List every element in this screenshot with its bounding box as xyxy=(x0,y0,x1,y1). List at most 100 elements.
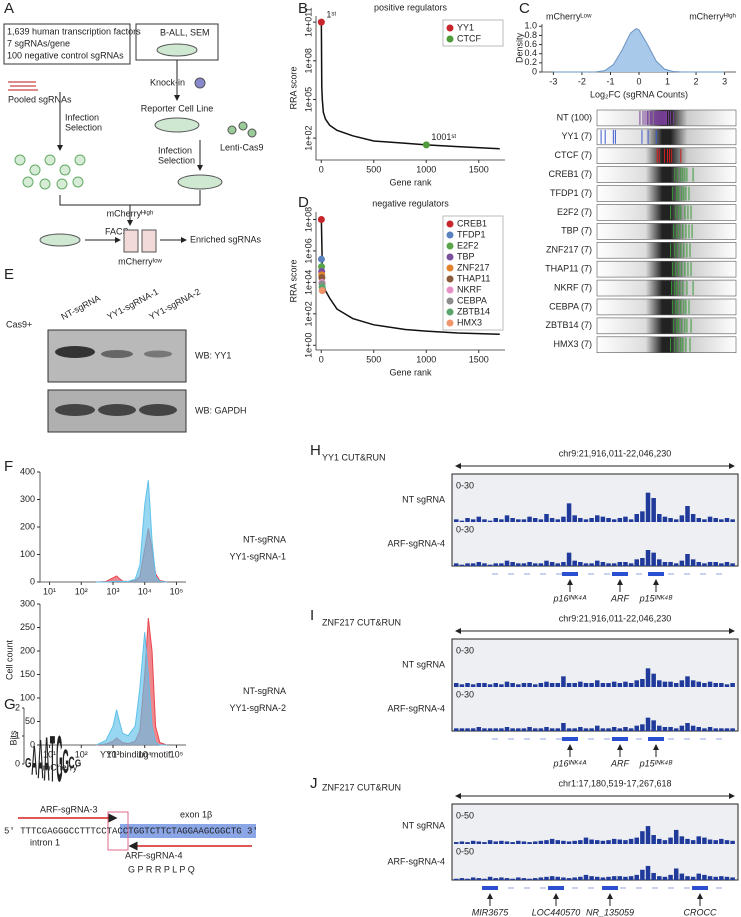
panel-label: J xyxy=(310,775,318,792)
signal-bar xyxy=(589,839,594,844)
signal-bar xyxy=(634,725,639,731)
signal-bar xyxy=(572,728,577,731)
x-tick-label: 10² xyxy=(75,749,88,759)
strip xyxy=(596,298,737,316)
x-axis-label: mCherry xyxy=(43,762,78,772)
signal-bar xyxy=(454,842,459,844)
signal-bar xyxy=(476,683,482,687)
signal-bar xyxy=(645,550,651,566)
legend-swatch xyxy=(446,275,454,283)
band xyxy=(55,346,95,358)
signal-bar xyxy=(606,683,611,687)
gene-block xyxy=(482,886,498,890)
motif-title: YY1 binding motif xyxy=(100,749,171,759)
motif-y-label: Bits xyxy=(8,730,18,746)
signal-bar xyxy=(690,840,696,844)
signal-bar xyxy=(719,683,724,687)
signal-bar xyxy=(549,838,555,844)
signal-bar xyxy=(662,840,668,844)
signal-bar xyxy=(662,516,668,522)
signal-bar xyxy=(544,876,549,880)
y-tick-label: 0.2 xyxy=(524,57,537,67)
logo-letter: A xyxy=(31,739,37,785)
signal-bar xyxy=(521,878,527,880)
signal-bar xyxy=(527,516,532,522)
signal-bar xyxy=(499,563,504,566)
signal-bar xyxy=(476,727,482,731)
signal-bar xyxy=(493,728,498,731)
track-title: YY1 CUT&RUN xyxy=(322,452,386,462)
signal-bar xyxy=(459,728,465,731)
y-tick-label: 0.6 xyxy=(524,39,537,49)
strip-label: NKRF (7) xyxy=(554,282,592,292)
signal-bar xyxy=(516,877,521,880)
area xyxy=(96,528,167,583)
signal-bar xyxy=(617,562,623,566)
signal-bar xyxy=(657,680,662,687)
gene-label: ARF xyxy=(610,758,630,768)
legend-label: THAP11 xyxy=(457,273,490,283)
panel-label: B xyxy=(298,0,308,17)
signal-bar xyxy=(617,683,623,687)
signal-bar xyxy=(532,841,538,844)
signal-bar xyxy=(645,717,651,731)
lane-label: NT-sgRNA xyxy=(59,293,102,322)
signal-bar xyxy=(685,554,690,566)
strip xyxy=(596,279,737,297)
signal-bar xyxy=(713,876,718,880)
sgrna-icon xyxy=(8,81,38,91)
signal-bar xyxy=(549,728,555,731)
gene-label: p15ᴵᴺᴷ⁴ᴮ xyxy=(639,758,674,768)
y-axis-label: RRA score xyxy=(288,66,298,109)
signal-bar xyxy=(561,723,566,731)
signal-bar xyxy=(673,519,679,522)
y-tick-label: 1e+08 xyxy=(303,48,313,73)
gene-block xyxy=(548,886,564,890)
x-axis-label: Gene rank xyxy=(389,177,432,187)
x-tick-label: -3 xyxy=(549,76,557,86)
reporter-text: Reporter Cell Line xyxy=(141,103,214,113)
signal-bar xyxy=(465,518,470,522)
panel-label: E xyxy=(4,266,14,283)
sequence: 5' TTTCGAGGGCCTTTCCTACCTGGTCTTCTAGGAAGCG… xyxy=(4,826,258,836)
signal-bar xyxy=(640,679,645,687)
signal-bar xyxy=(702,683,707,687)
signal-bar xyxy=(730,877,735,880)
signal-bar xyxy=(454,683,459,687)
signal-bar xyxy=(504,560,510,566)
x-tick-label: 10² xyxy=(75,586,88,596)
signal-bar xyxy=(516,563,521,566)
gene-block xyxy=(612,572,628,576)
signal-bar xyxy=(696,873,702,880)
signal-bar xyxy=(600,516,606,522)
x-tick-label: 500 xyxy=(366,164,381,174)
signal-bar xyxy=(595,560,600,566)
signal-bar xyxy=(465,878,470,880)
track-name: ARF-sgRNA-4 xyxy=(387,538,445,548)
strip-label: CEBPA (7) xyxy=(549,301,592,311)
point xyxy=(318,287,326,295)
track-name: ARF-sgRNA-4 xyxy=(387,703,445,713)
signal-bar xyxy=(589,728,594,731)
x-tick-label: 1500 xyxy=(469,354,489,364)
range-label: 0-50 xyxy=(456,810,474,820)
signal-bar xyxy=(583,728,589,731)
gene-block xyxy=(562,572,578,576)
signal-bar xyxy=(521,841,527,844)
library-text: 1,639 human transcription factors xyxy=(7,26,141,36)
logo-letter: C xyxy=(69,753,75,772)
signal-bar xyxy=(690,680,696,687)
gene-label: MIR3675 xyxy=(472,907,510,917)
gene-block xyxy=(648,737,664,741)
signal-bar xyxy=(679,680,685,687)
signal-bar xyxy=(510,878,515,880)
x-tick-label: 10¹ xyxy=(43,586,56,596)
strip-label: CREB1 (7) xyxy=(548,169,592,179)
strip-label: THAP11 (7) xyxy=(545,264,592,274)
probe-label: WB: GAPDH xyxy=(195,405,247,415)
signal-bar xyxy=(555,519,561,522)
gene-label: LOC440570 xyxy=(532,907,581,917)
signal-bar xyxy=(657,514,662,522)
signal-bar xyxy=(504,515,510,522)
